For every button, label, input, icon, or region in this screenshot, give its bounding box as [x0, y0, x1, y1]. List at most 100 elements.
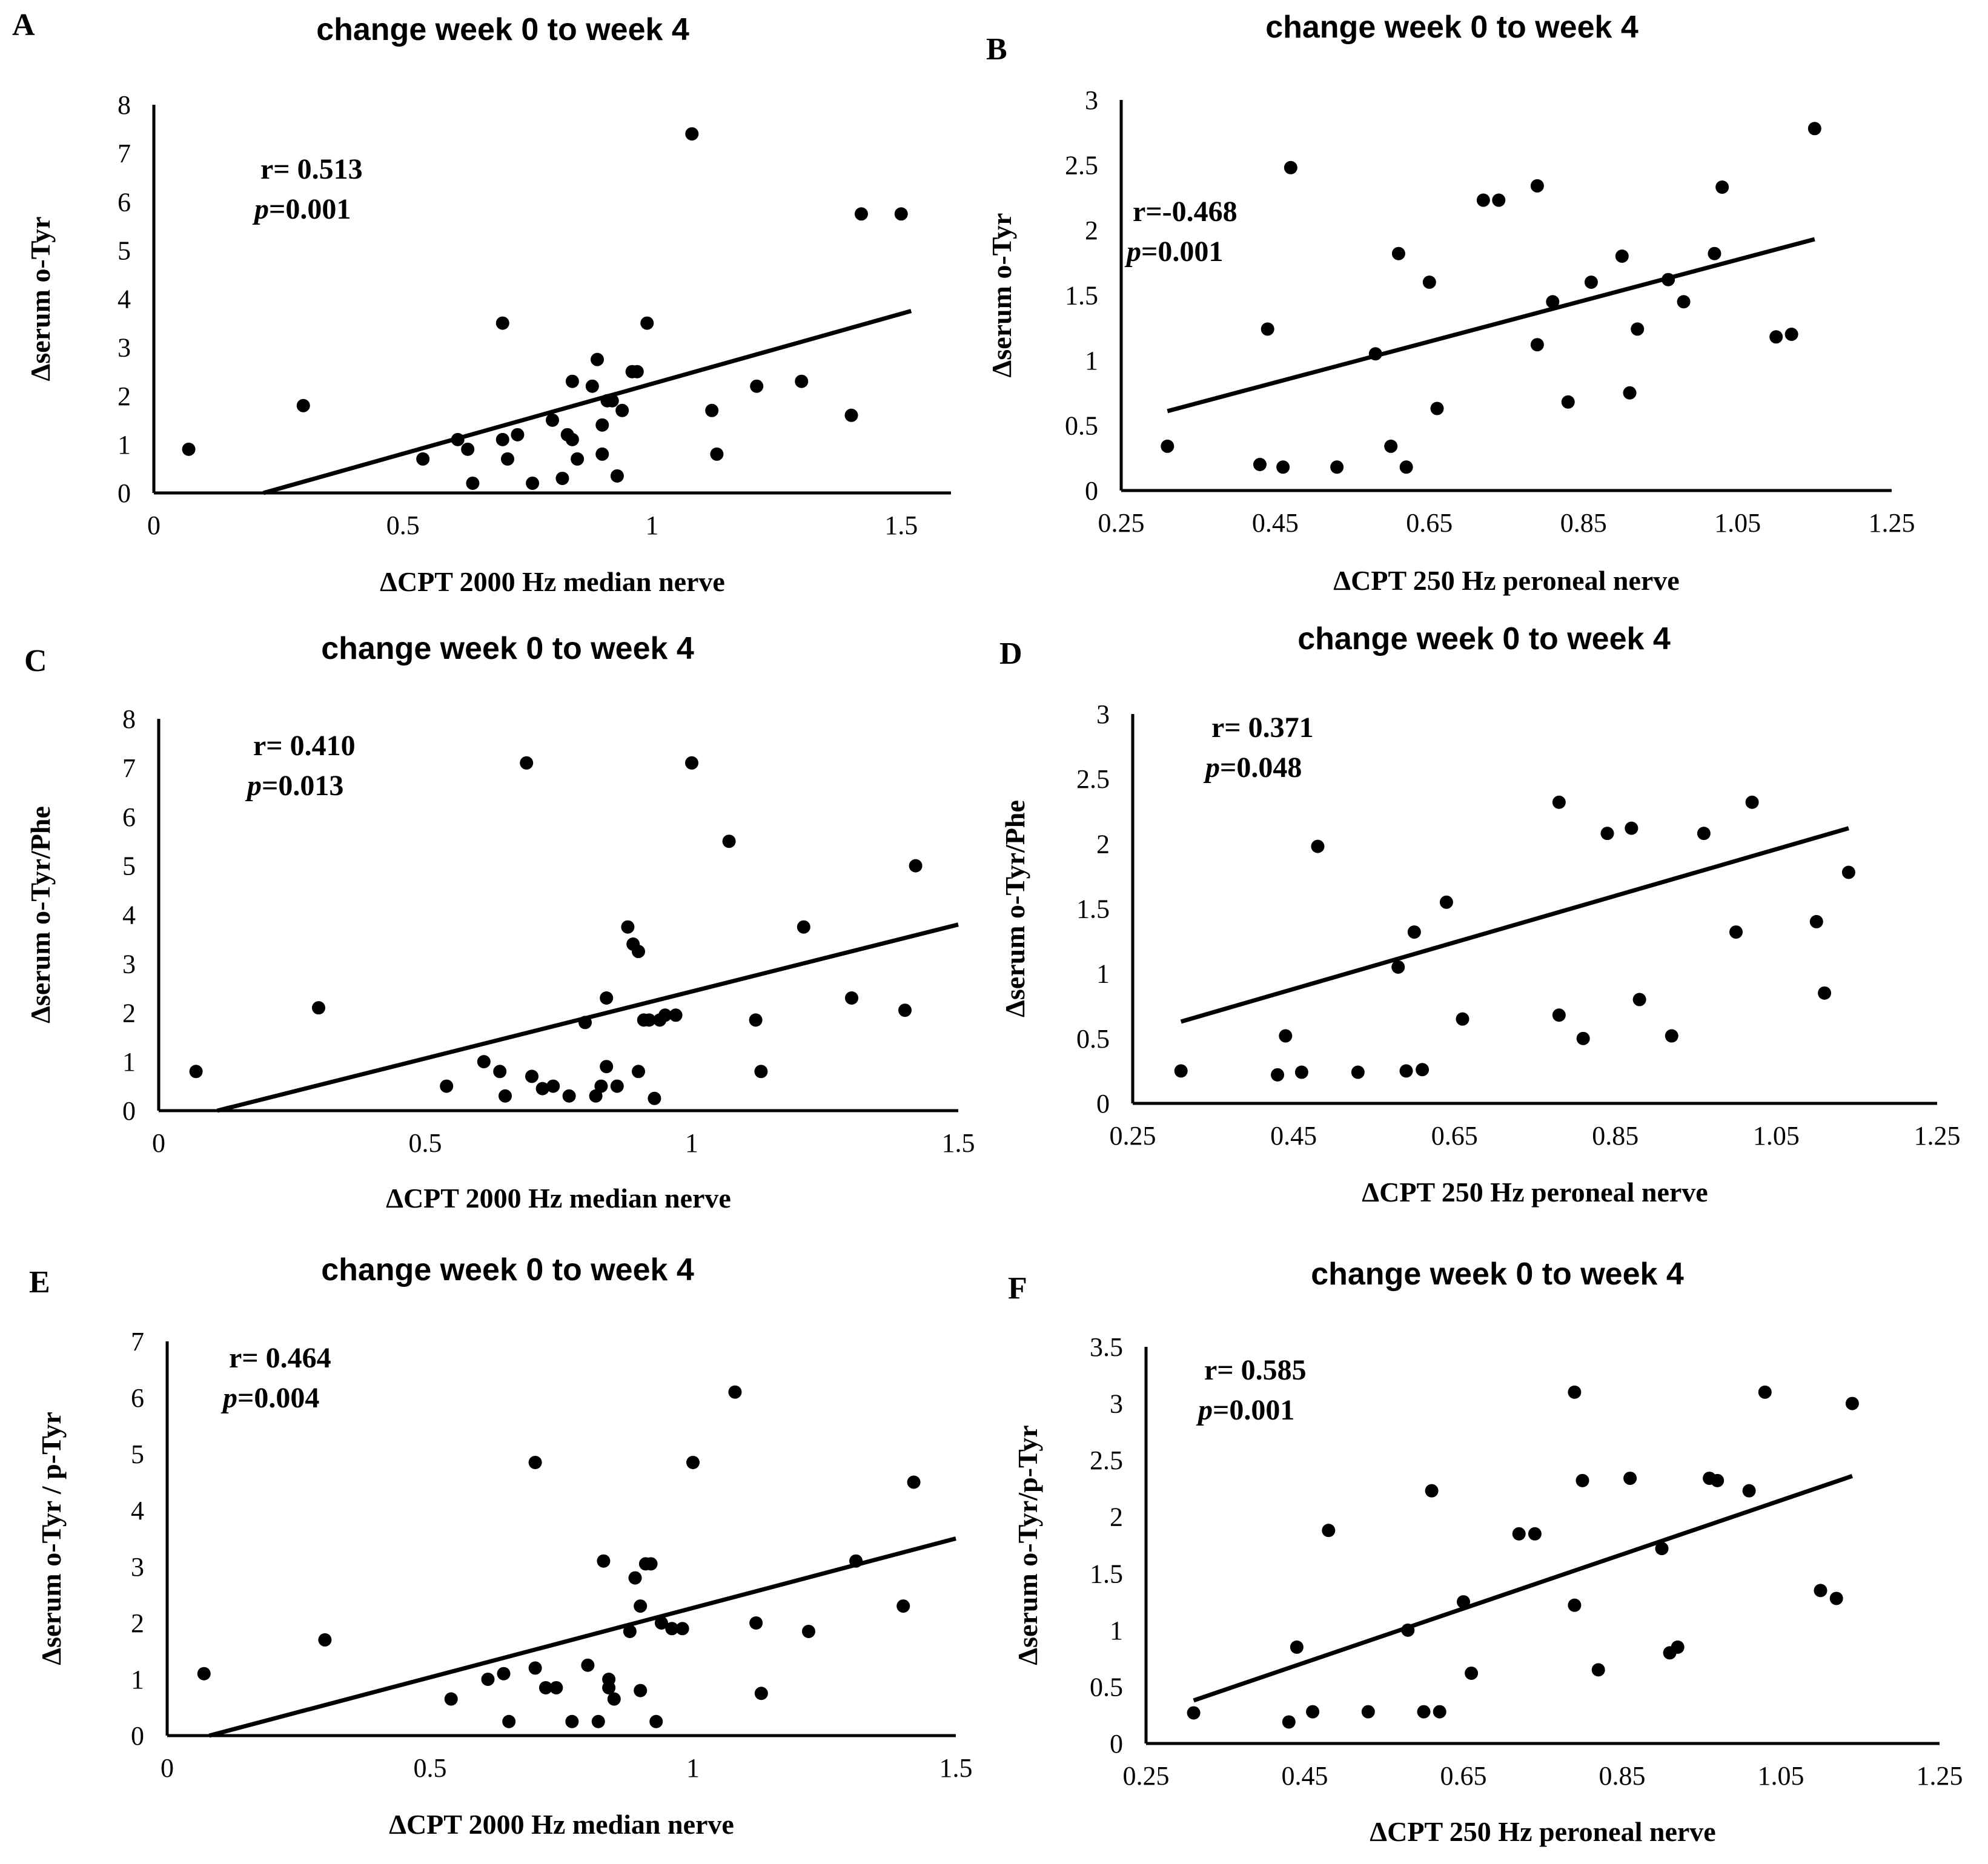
x-tick-label-a: 0 — [147, 511, 161, 540]
data-point-a — [795, 374, 809, 388]
data-point-d — [1697, 827, 1711, 841]
x-tick-label-b: 0.25 — [1098, 508, 1145, 538]
data-point-c — [632, 1065, 645, 1079]
stat-r-f: r= 0.585 — [1204, 1354, 1307, 1386]
data-point-d — [1552, 1008, 1566, 1022]
data-point-b — [1677, 295, 1691, 309]
data-point-a — [705, 403, 719, 417]
y-tick-label-c: 5 — [122, 851, 136, 881]
y-tick-label-a: 1 — [118, 430, 131, 460]
y-tick-label-c: 6 — [122, 802, 136, 832]
data-point-c — [621, 920, 635, 934]
y-axis-label-e: Δserum o-Tyr / p-Tyr — [36, 1412, 67, 1665]
data-point-b — [1422, 276, 1436, 289]
y-tick-label-d: 3 — [1096, 699, 1110, 729]
x-tick-label-b: 0.65 — [1406, 508, 1453, 538]
data-point-c — [632, 945, 645, 959]
y-tick-label-b: 3 — [1085, 85, 1098, 115]
stat-p-symbol-f: p — [1196, 1394, 1213, 1426]
x-tick-label-e: 0 — [161, 1753, 174, 1783]
trendline-f — [1193, 1474, 1854, 1703]
data-point-f — [1814, 1584, 1827, 1598]
data-point-a — [495, 316, 509, 330]
data-point-a — [710, 447, 724, 461]
data-point-a — [894, 207, 908, 221]
data-point-c — [525, 1069, 538, 1083]
stat-p-value-b: =0.001 — [1141, 236, 1223, 268]
stat-r-e: r= 0.464 — [229, 1342, 331, 1374]
data-point-e — [675, 1622, 689, 1636]
data-point-a — [854, 207, 868, 221]
data-point-a — [500, 452, 514, 466]
data-point-f — [1671, 1640, 1685, 1654]
y-tick-label-d: 0 — [1096, 1089, 1110, 1119]
data-point-d — [1174, 1064, 1188, 1078]
data-point-f — [1417, 1705, 1431, 1719]
stat-r-c: r= 0.410 — [253, 730, 356, 762]
y-tick-label-c: 8 — [122, 704, 136, 734]
data-point-c — [589, 1089, 603, 1103]
data-point-b — [1715, 180, 1729, 194]
data-point-a — [296, 398, 310, 412]
data-point-c — [754, 1065, 768, 1079]
data-point-a — [555, 471, 569, 485]
panel-letter-a: A — [12, 8, 35, 42]
y-tick-label-a: 4 — [118, 285, 131, 314]
data-point-e — [623, 1624, 637, 1638]
data-point-c — [600, 991, 614, 1005]
panel-letter-b: B — [986, 32, 1007, 67]
x-tick-label-e: 1 — [686, 1753, 700, 1783]
data-point-a — [546, 413, 559, 427]
x-tick-label-d: 0.45 — [1270, 1121, 1317, 1151]
data-point-a — [511, 428, 525, 441]
trendline-a — [263, 309, 912, 495]
data-point-a — [466, 476, 480, 490]
y-tick-label-c: 7 — [122, 753, 136, 783]
data-point-e — [801, 1624, 815, 1638]
data-point-a — [416, 452, 430, 466]
data-point-c — [610, 1079, 624, 1093]
data-point-a — [605, 394, 619, 408]
data-point-f — [1433, 1705, 1446, 1719]
y-axis-label-a: Δserum o-Tyr — [25, 217, 56, 382]
x-axis-label-d: ΔCPT 250 Hz peroneal nerve — [1362, 1177, 1708, 1208]
data-point-d — [1399, 1064, 1413, 1078]
data-point-b — [1530, 338, 1544, 352]
stat-p-value-f: =0.001 — [1213, 1394, 1294, 1426]
data-point-c — [600, 1060, 614, 1074]
stat-p-value-c: =0.013 — [262, 770, 343, 802]
data-point-e — [481, 1673, 495, 1686]
data-point-e — [628, 1571, 642, 1585]
data-point-f — [1623, 1472, 1637, 1486]
y-tick-label-d: 2.5 — [1076, 764, 1110, 794]
data-point-b — [1284, 160, 1297, 174]
panel-letter-d: D — [999, 636, 1022, 671]
x-tick-label-f: 0.25 — [1123, 1761, 1170, 1791]
data-point-a — [591, 352, 605, 366]
data-point-e — [754, 1687, 768, 1700]
x-tick-label-d: 1.05 — [1753, 1121, 1800, 1151]
data-point-d — [1456, 1012, 1469, 1026]
x-tick-label-f: 1.25 — [1917, 1761, 1963, 1791]
stat-p-e: p=0.004 — [220, 1382, 319, 1414]
data-point-e — [644, 1557, 658, 1571]
chart-title-f: change week 0 to week 4 — [1311, 1257, 1684, 1292]
data-point-c — [648, 1091, 661, 1105]
data-point-d — [1729, 925, 1743, 939]
data-point-d — [1351, 1065, 1365, 1079]
data-point-d — [1600, 827, 1614, 841]
x-tick-label-d: 1.25 — [1914, 1121, 1961, 1151]
y-tick-label-e: 5 — [131, 1439, 144, 1469]
data-point-b — [1276, 460, 1290, 474]
data-point-b — [1476, 193, 1490, 207]
x-tick-label-d: 0.85 — [1592, 1121, 1638, 1151]
data-point-b — [1384, 439, 1398, 453]
data-point-f — [1528, 1527, 1542, 1541]
trendline-b — [1167, 237, 1815, 414]
data-point-d — [1665, 1029, 1678, 1043]
stat-p-a: p=0.001 — [252, 193, 351, 225]
trendline-e — [208, 1536, 956, 1738]
